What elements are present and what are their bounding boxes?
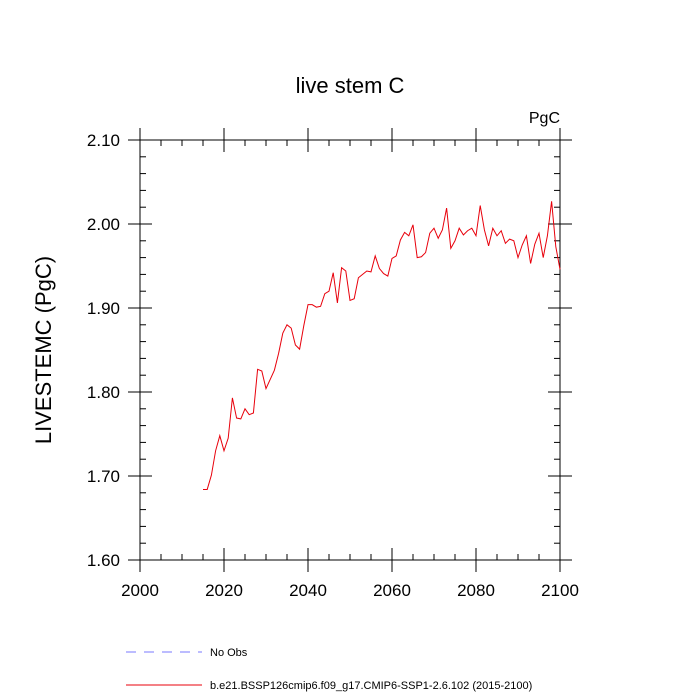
x-tick-label: 2100 xyxy=(541,581,579,600)
series-layer xyxy=(203,201,561,490)
y-tick-label: 1.70 xyxy=(87,467,120,486)
y-tick-label: 2.00 xyxy=(87,215,120,234)
chart-title: live stem C xyxy=(296,73,405,98)
y-tick-label: 1.60 xyxy=(87,551,120,570)
legend: No Obs b.e21.BSSP126cmip6.f09_g17.CMIP6-S… xyxy=(126,647,532,692)
axis-ticks xyxy=(128,128,572,572)
x-tick-label: 2000 xyxy=(121,581,159,600)
legend-label: b.e21.BSSP126cmip6.f09_g17.CMIP6-SSP1-2.… xyxy=(210,680,532,692)
legend-label: No Obs xyxy=(210,647,248,659)
x-tick-label: 2020 xyxy=(205,581,243,600)
axis-tick-labels: 2000 2020 2040 2060 2080 2100 1.60 1.70 1.80 1.90… xyxy=(87,131,579,600)
series-line-0 xyxy=(203,201,561,490)
y-tick-label: 1.90 xyxy=(87,299,120,318)
x-tick-label: 2060 xyxy=(373,581,411,600)
plot-frame xyxy=(139,139,561,561)
y-tick-label: 1.80 xyxy=(87,383,120,402)
units-label: PgC xyxy=(529,110,560,127)
x-tick-label: 2040 xyxy=(289,581,327,600)
y-tick-label: 2.10 xyxy=(87,131,120,150)
y-axis-label: LIVESTEMC (PgC) xyxy=(31,256,56,444)
x-tick-label: 2080 xyxy=(457,581,495,600)
